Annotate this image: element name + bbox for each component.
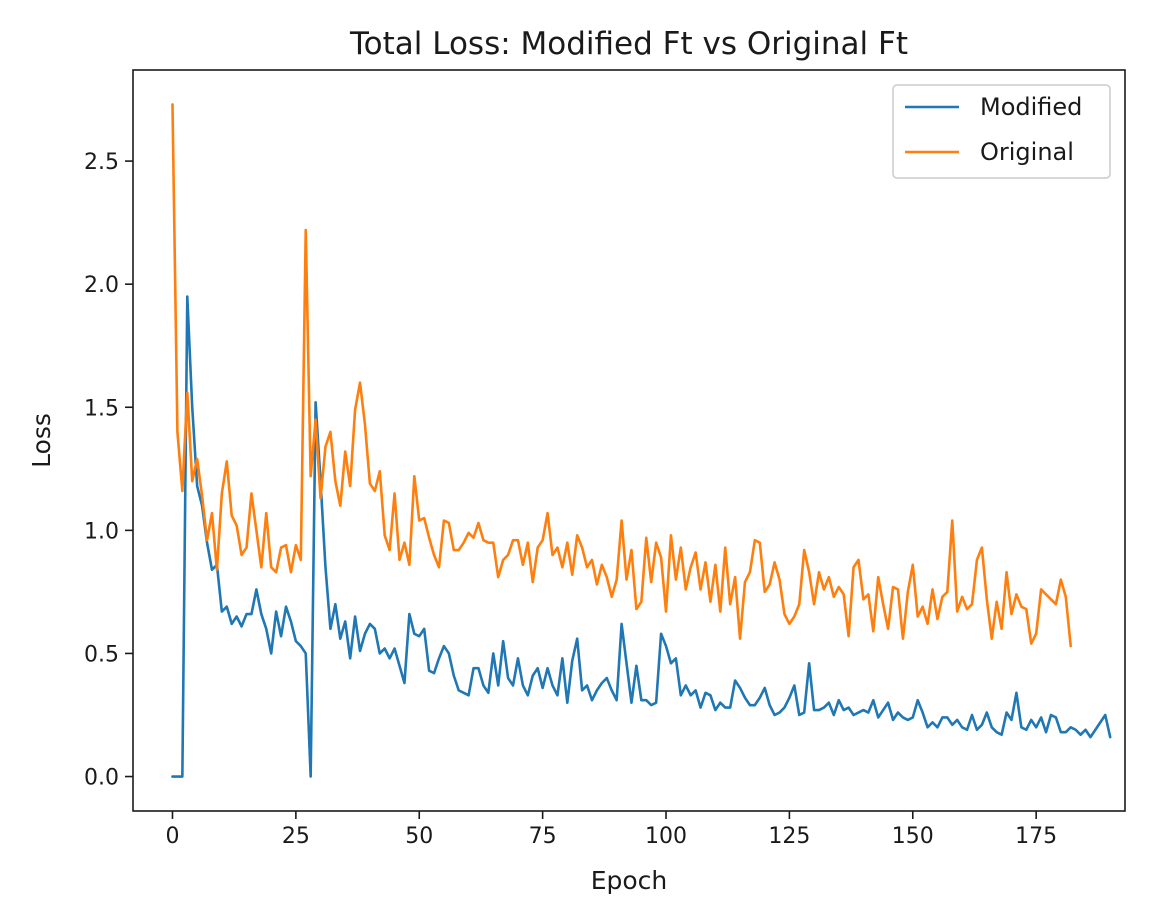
- x-axis: 0 25 50 75 100 125 150 175: [165, 811, 1057, 849]
- x-tick-label: 25: [282, 824, 310, 849]
- series-layer: [171, 103, 1112, 778]
- series-line-modified: [171, 295, 1112, 778]
- legend: Modified Original: [892, 84, 1111, 179]
- y-axis: 0.0 0.5 1.0 1.5 2.0 2.5: [84, 150, 133, 791]
- x-axis-label: Epoch: [591, 866, 668, 895]
- series-line-original: [171, 103, 1073, 648]
- y-tick-label: 1.5: [84, 396, 119, 421]
- y-tick-label: 2.5: [84, 150, 119, 175]
- plot-area-frame: [132, 69, 1126, 812]
- y-tick-label: 1.0: [84, 519, 119, 544]
- x-tick-label: 125: [768, 824, 810, 849]
- chart-title: Total Loss: Modified Ft vs Original Ft: [349, 26, 908, 62]
- x-tick-label: 50: [405, 824, 433, 849]
- y-tick-label: 0.5: [84, 642, 119, 667]
- x-tick-label: 75: [529, 824, 557, 849]
- y-tick-label: 2.0: [84, 273, 119, 298]
- y-axis-label: Loss: [27, 413, 56, 468]
- x-tick-label: 175: [1015, 824, 1057, 849]
- x-tick-label: 100: [645, 824, 687, 849]
- legend-label-modified: Modified: [980, 93, 1082, 121]
- y-tick-label: 0.0: [84, 766, 119, 791]
- x-tick-label: 150: [892, 824, 934, 849]
- x-tick-label: 0: [165, 824, 179, 849]
- legend-label-original: Original: [980, 138, 1074, 166]
